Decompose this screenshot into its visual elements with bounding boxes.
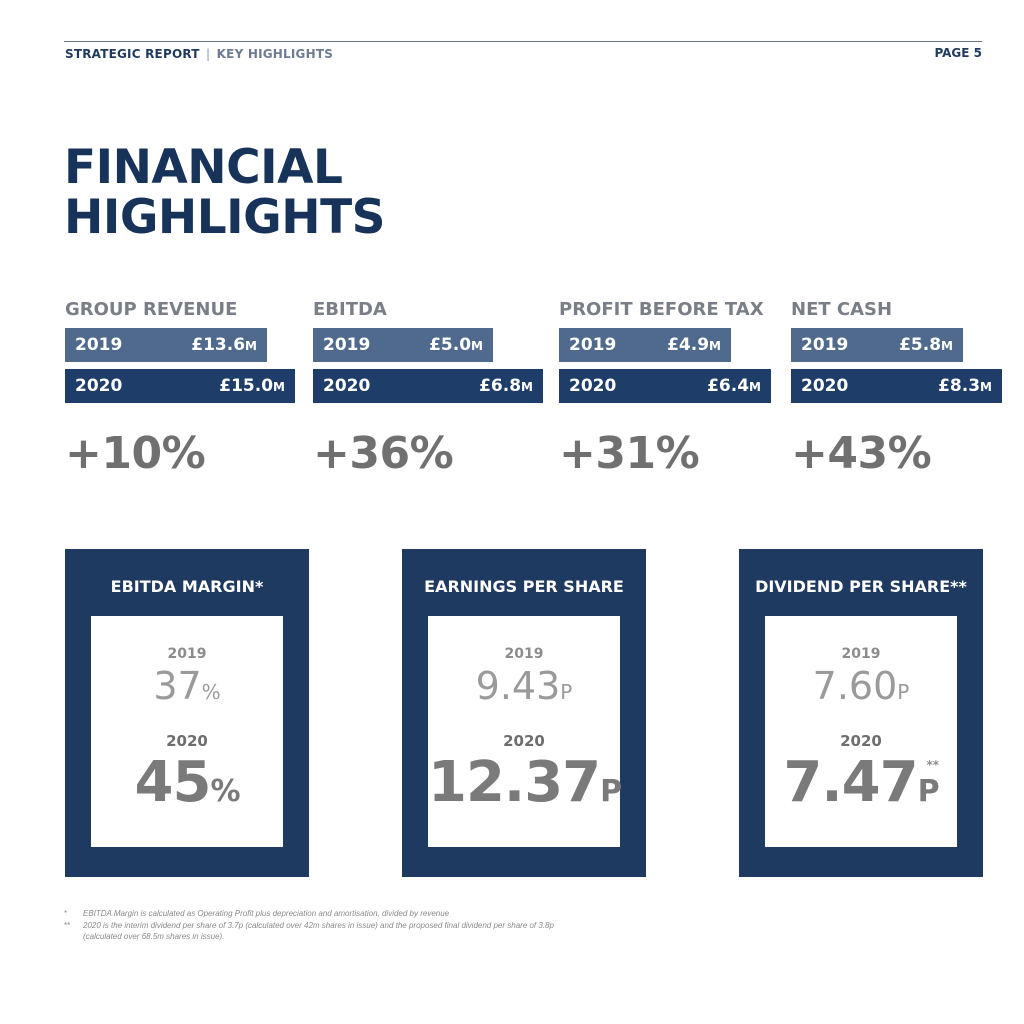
footnote-text: (calculated over 68.5m shares in issue).: [83, 932, 225, 941]
metric-label: GROUP REVENUE: [65, 299, 238, 320]
footnote-mark: **: [64, 920, 71, 930]
growth-percentage: +43%: [791, 428, 932, 479]
metric-group-revenue: GROUP REVENUE 2019 £13.6M 2020 £15.0M +1…: [65, 298, 295, 479]
bar-year: 2019: [75, 335, 123, 355]
bar-value: £6.4M: [707, 376, 761, 396]
year-2020-label: 2020: [166, 732, 208, 750]
card-title: EARNINGS PER SHARE: [424, 577, 624, 596]
footnote-text: EBITDA Margin is calculated as Operating…: [83, 909, 450, 918]
value-2020: 45%: [134, 750, 241, 815]
year-2020-label: 2020: [503, 732, 545, 750]
breadcrumb: STRATEGIC REPORT | KEY HIGHLIGHTS: [65, 47, 333, 61]
metric-label: EBITDA: [313, 299, 387, 320]
card-values-panel: 2019 7.60P 2020 7.47P **: [765, 616, 957, 847]
bar-year: 2020: [569, 376, 617, 396]
card-values-panel: 2019 9.43P 2020 12.37P: [428, 616, 622, 847]
bar-value: £15.0M: [219, 376, 285, 396]
footnote: * EBITDA Margin is calculated as Operati…: [64, 908, 554, 920]
value-2019: 37%: [153, 664, 221, 708]
card-earnings-per-share: EARNINGS PER SHARE 2019 9.43P 2020 12.37…: [402, 549, 646, 877]
growth-percentage: +31%: [559, 428, 700, 479]
footnote-text: 2020 is the interim dividend per share o…: [83, 920, 554, 930]
bar-year: 2019: [323, 335, 371, 355]
header-rule: [64, 41, 982, 42]
metric-net-cash: NET CASH 2019 £5.8M 2020 £8.3M +43%: [791, 298, 1002, 479]
footnote-mark: [64, 931, 83, 943]
bar-year: 2020: [801, 376, 849, 396]
bar-year: 2019: [801, 335, 849, 355]
footnote-mark: *: [64, 909, 68, 918]
card-dividend-per-share: DIVIDEND PER SHARE** 2019 7.60P 2020 7.4…: [739, 549, 983, 877]
bar-2020: 2020 £6.4M: [559, 369, 771, 403]
page-title: FINANCIAL HIGHLIGHTS: [64, 140, 386, 245]
bar-value: £5.0M: [429, 335, 483, 355]
footnote: ** 2020 is the interim dividend per shar…: [64, 920, 554, 932]
bar-2019: 2019 £5.0M: [313, 328, 493, 362]
metric-label: PROFIT BEFORE TAX: [559, 299, 764, 320]
bar-value: £13.6M: [191, 335, 257, 355]
metric-ebitda: EBITDA 2019 £5.0M 2020 £6.8M +36%: [313, 298, 543, 479]
value-2020: 12.37P: [428, 750, 622, 815]
bar-year: 2019: [569, 335, 617, 355]
metric-profit-before-tax: PROFIT BEFORE TAX 2019 £4.9M 2020 £6.4M …: [559, 298, 771, 479]
card-title: DIVIDEND PER SHARE**: [755, 577, 967, 596]
year-2019-label: 2019: [167, 646, 207, 662]
page-title-line-1: FINANCIAL: [64, 140, 343, 195]
footnote: (calculated over 68.5m shares in issue).: [64, 931, 554, 943]
year-2020-label: 2020: [840, 732, 882, 750]
year-2019-label: 2019: [841, 646, 881, 662]
bar-2020: 2020 £8.3M: [791, 369, 1002, 403]
card-ebitda-margin: EBITDA MARGIN* 2019 37% 2020 45%: [65, 549, 309, 877]
bar-2019: 2019 £4.9M: [559, 328, 731, 362]
footnotes: * EBITDA Margin is calculated as Operati…: [64, 908, 554, 943]
bar-value: £4.9M: [667, 335, 721, 355]
section-name: STRATEGIC REPORT: [65, 47, 200, 61]
growth-percentage: +36%: [313, 428, 454, 479]
card-title: EBITDA MARGIN*: [110, 577, 264, 596]
bar-2020: 2020 £15.0M: [65, 369, 295, 403]
value-2019: 7.60P: [812, 664, 910, 708]
page-title-line-2: HIGHLIGHTS: [64, 190, 386, 245]
subsection-name: KEY HIGHLIGHTS: [216, 47, 334, 61]
bar-value: £8.3M: [938, 376, 992, 396]
bar-2019: 2019 £13.6M: [65, 328, 267, 362]
growth-percentage: +10%: [65, 428, 206, 479]
card-values-panel: 2019 37% 2020 45%: [91, 616, 283, 847]
page-number: PAGE 5: [934, 46, 982, 60]
bar-value: £6.8M: [479, 376, 533, 396]
bar-year: 2020: [323, 376, 371, 396]
bar-value: £5.8M: [899, 335, 953, 355]
footnote-marker: **: [926, 758, 939, 772]
metric-label: NET CASH: [791, 299, 893, 320]
value-2020: 7.47P: [783, 750, 939, 815]
breadcrumb-separator: |: [206, 47, 211, 61]
year-2019-label: 2019: [504, 646, 544, 662]
value-2019: 9.43P: [475, 664, 573, 708]
bar-year: 2020: [75, 376, 123, 396]
bar-2020: 2020 £6.8M: [313, 369, 543, 403]
bar-2019: 2019 £5.8M: [791, 328, 963, 362]
